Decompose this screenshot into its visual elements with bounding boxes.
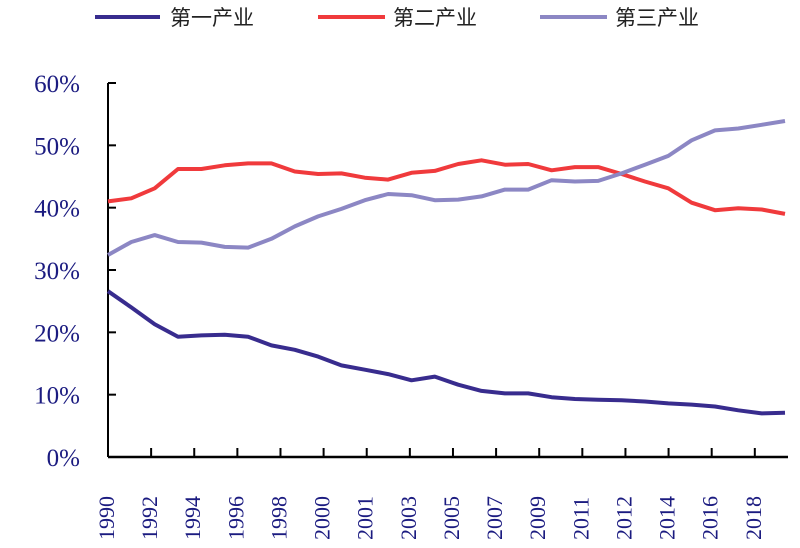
x-tick-label: 2000 xyxy=(310,496,335,540)
series-line-secondary xyxy=(107,158,786,216)
x-axis: 1990 1992 1994 1996 1998 2000 2001 2003 2005 2007… xyxy=(94,448,788,540)
series-line-tertiary xyxy=(107,119,786,257)
legend-label-tertiary: 第三产业 xyxy=(615,6,699,30)
series-lines xyxy=(106,119,786,416)
legend-item-tertiary: 第三产业 xyxy=(540,6,699,30)
legend: 第一产业 第二产业 第三产业 xyxy=(95,6,699,30)
y-tick-label: 0% xyxy=(47,445,80,472)
legend-item-secondary: 第二产业 xyxy=(318,6,477,30)
x-tick-label: 2007 xyxy=(482,496,507,540)
x-tick-label: 2018 xyxy=(741,496,766,540)
legend-label-secondary: 第二产业 xyxy=(393,6,477,30)
legend-item-primary: 第一产业 xyxy=(95,6,254,30)
x-tick-label: 1994 xyxy=(180,496,205,540)
x-tick-label: 2014 xyxy=(655,496,680,540)
y-tick-label: 40% xyxy=(34,196,80,223)
y-axis: 0% 10% 20% 30% 40% 50% 60% xyxy=(34,71,116,472)
x-tick-label: 1996 xyxy=(223,496,248,540)
x-tick-label: 1992 xyxy=(137,496,162,540)
x-tick-label: 1998 xyxy=(266,496,291,540)
legend-label-primary: 第一产业 xyxy=(170,6,254,30)
x-tick-label: 2009 xyxy=(525,496,550,540)
series-line-primary xyxy=(106,289,786,416)
y-tick-label: 20% xyxy=(34,320,80,347)
y-tick-label: 60% xyxy=(34,71,80,98)
x-tick-label: 2011 xyxy=(568,497,593,540)
x-tick-label: 2012 xyxy=(611,496,636,540)
x-tick-label: 1990 xyxy=(94,496,119,540)
y-tick-label: 50% xyxy=(34,133,80,160)
x-tick-label: 2001 xyxy=(353,496,378,540)
y-tick-label: 30% xyxy=(34,258,80,285)
x-tick-label: 2003 xyxy=(396,496,421,540)
x-tick-label: 2005 xyxy=(439,496,464,540)
x-tick-label: 2016 xyxy=(698,496,723,540)
y-tick-label: 10% xyxy=(34,383,80,410)
